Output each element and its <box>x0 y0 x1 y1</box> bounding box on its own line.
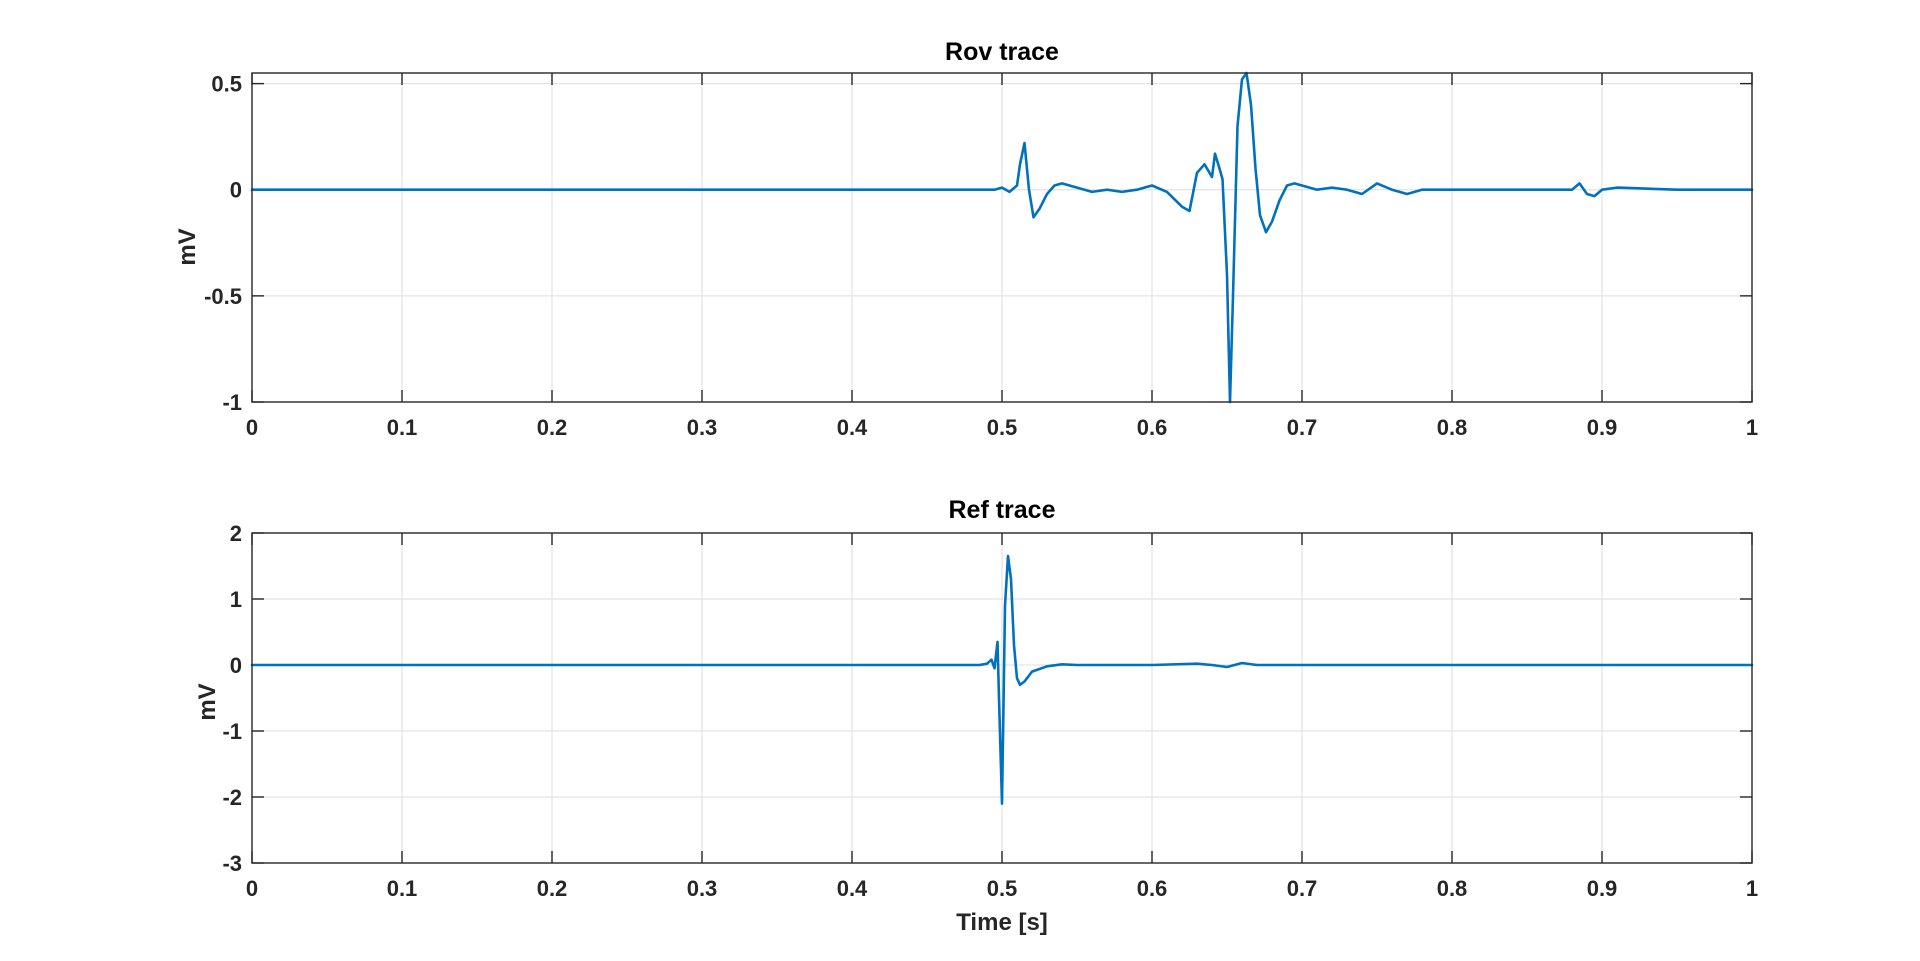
ref-y-tick-label: 1 <box>230 587 242 612</box>
rov-trace-title: Rov trace <box>945 38 1059 66</box>
ref-x-tick-label: 0.1 <box>387 876 418 901</box>
ref-y-tick-label: 2 <box>230 521 242 546</box>
time-xlabel: Time [s] <box>956 909 1048 936</box>
ref-trace-ylabel: mV <box>194 683 221 720</box>
ref-x-tick-label: 1 <box>1746 876 1758 901</box>
ref-trace-line <box>250 554 1754 805</box>
ref-x-tick-label: 0.7 <box>1287 876 1318 901</box>
ref-x-tick-label: 0.5 <box>987 876 1018 901</box>
rov-x-tick-label: 0.6 <box>1137 415 1168 440</box>
rov-x-tick-label: 0.2 <box>537 415 568 440</box>
rov-trace-plot: Rov trace mV 0 0.1 0.2 0.3 0.4 0.5 0.6 0.7 0.8 0.… <box>174 38 1758 440</box>
rov-x-tick-label: 0.7 <box>1287 415 1318 440</box>
rov-x-tick-label: 0.1 <box>387 415 418 440</box>
rov-x-tick-label: 1 <box>1746 415 1758 440</box>
ref-trace-plot: Ref trace mV Time [s] 0 0.1 0.2 0.3 0.4 0.5 0.… <box>194 496 1758 936</box>
ref-y-tick-label: -1 <box>222 719 242 744</box>
rov-x-tick-label: 0.3 <box>687 415 718 440</box>
rov-x-tick-label: 0.5 <box>987 415 1018 440</box>
ref-axes-box <box>251 532 1753 864</box>
rov-y-tick-label: 0.5 <box>211 72 242 97</box>
ref-y-tick-label: -2 <box>222 785 242 810</box>
ref-y-tick-label: -3 <box>222 851 242 876</box>
ref-grid <box>252 533 1752 863</box>
rov-trace-line <box>250 71 1754 404</box>
rov-x-tick-label: 0.9 <box>1587 415 1618 440</box>
rov-x-tick-label: 0.8 <box>1437 415 1468 440</box>
rov-trace-ylabel: mV <box>174 228 201 265</box>
rov-y-tick-label: 0 <box>230 178 242 203</box>
ref-x-tick-label: 0 <box>246 876 258 901</box>
rov-grid <box>252 73 1752 402</box>
ref-y-tick-label: 0 <box>230 653 242 678</box>
rov-y-tick-label: -1 <box>222 390 242 415</box>
ref-x-tick-label: 0.2 <box>537 876 568 901</box>
ref-trace-title: Ref trace <box>949 496 1056 524</box>
rov-x-tick-label: 0 <box>246 415 258 440</box>
ref-x-tick-label: 0.3 <box>687 876 718 901</box>
rov-y-tick-label: -0.5 <box>204 284 242 309</box>
rov-x-tick-label: 0.4 <box>837 415 868 440</box>
ref-x-tick-label: 0.8 <box>1437 876 1468 901</box>
rov-axes-box <box>251 72 1753 403</box>
ref-x-tick-label: 0.4 <box>837 876 868 901</box>
ref-x-tick-label: 0.9 <box>1587 876 1618 901</box>
ref-x-tick-label: 0.6 <box>1137 876 1168 901</box>
